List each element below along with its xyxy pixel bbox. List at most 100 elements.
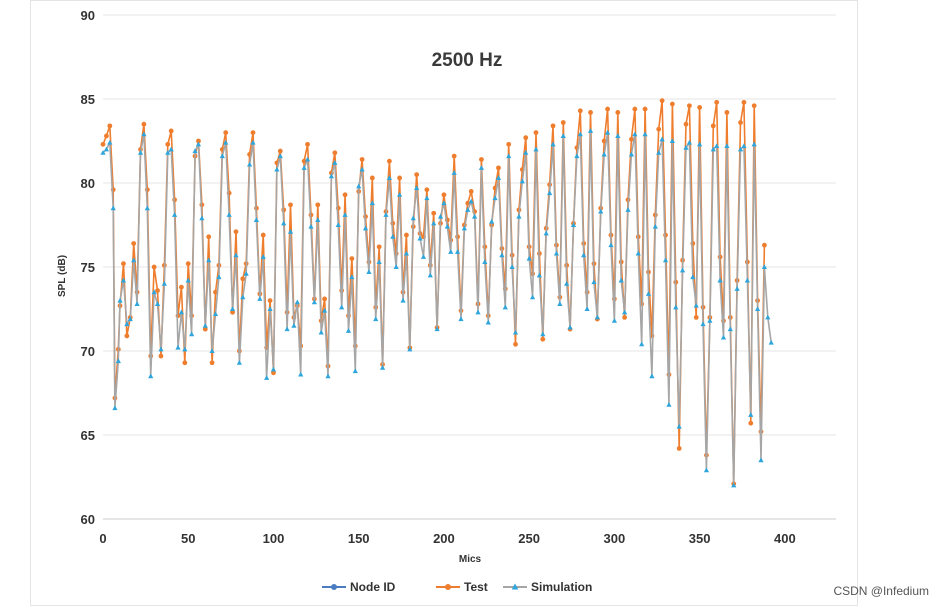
data-point <box>461 225 467 231</box>
data-point <box>179 284 184 290</box>
data-point <box>526 255 532 261</box>
data-point <box>100 149 106 155</box>
y-tick-label: 60 <box>81 512 95 527</box>
data-point <box>131 241 137 246</box>
data-point <box>523 135 529 141</box>
data-point <box>472 213 478 219</box>
data-point <box>506 141 512 147</box>
data-point <box>301 158 307 164</box>
data-point <box>417 235 423 241</box>
legend-label: Test <box>464 580 488 594</box>
data-point <box>506 153 512 159</box>
data-point <box>243 270 249 276</box>
data-point <box>543 230 549 236</box>
data-point <box>209 360 215 366</box>
data-point <box>662 257 669 263</box>
data-point <box>165 141 171 147</box>
data-point <box>533 130 539 136</box>
data-point <box>437 213 444 219</box>
data-point <box>673 304 679 310</box>
legend-item: Node ID <box>322 580 396 594</box>
data-point <box>683 144 689 150</box>
data-point <box>512 329 519 335</box>
data-point <box>751 141 757 147</box>
data-point <box>536 272 542 278</box>
data-point <box>615 133 621 138</box>
data-point <box>120 277 127 283</box>
data-point <box>223 139 229 145</box>
data-point <box>441 200 447 206</box>
data-point <box>581 252 587 258</box>
data-point <box>676 446 682 451</box>
data-point <box>386 175 392 180</box>
x-tick-label: 350 <box>689 531 711 546</box>
legend-label: Simulation <box>531 580 592 594</box>
data-point <box>267 306 273 311</box>
data-point <box>284 326 290 332</box>
data-point <box>270 366 277 372</box>
data-point <box>414 172 420 178</box>
data-point <box>741 143 747 149</box>
data-point <box>233 252 239 258</box>
y-tick-label: 65 <box>81 428 95 443</box>
data-point <box>124 321 130 327</box>
data-point <box>178 309 185 315</box>
data-point <box>264 375 270 380</box>
data-point <box>737 146 744 152</box>
data-point <box>714 143 720 149</box>
x-tick-label: 50 <box>181 531 195 546</box>
data-point <box>233 229 239 235</box>
data-point <box>587 128 594 133</box>
data-point <box>304 156 311 162</box>
data-point <box>615 110 621 115</box>
data-point <box>427 272 433 278</box>
data-point <box>127 316 133 322</box>
data-point <box>509 264 515 269</box>
data-point <box>567 324 573 330</box>
data-point <box>553 250 560 256</box>
data-point <box>349 256 355 261</box>
data-point <box>683 121 689 127</box>
data-point <box>724 110 730 115</box>
data-point <box>141 121 147 127</box>
data-point <box>379 365 386 370</box>
x-tick-label: 150 <box>348 531 370 546</box>
data-point <box>349 274 355 280</box>
data-point <box>342 212 348 217</box>
data-point <box>165 149 171 155</box>
data-point <box>489 218 495 224</box>
data-point <box>710 146 716 152</box>
data-point <box>468 198 474 204</box>
data-point <box>192 148 198 154</box>
data-point <box>754 306 761 311</box>
y-tick-label: 90 <box>81 8 95 23</box>
legend-label: Node ID <box>350 580 396 594</box>
data-point <box>690 274 696 280</box>
legend-marker <box>511 583 519 590</box>
data-point <box>359 157 365 162</box>
data-point <box>451 170 457 175</box>
legend-marker <box>445 584 451 590</box>
data-point <box>550 141 556 147</box>
data-point <box>748 420 754 426</box>
x-tick-label: 250 <box>518 531 540 546</box>
data-point <box>441 192 447 198</box>
data-point <box>574 153 580 159</box>
data-point <box>605 106 610 112</box>
data-point <box>117 297 123 303</box>
data-point <box>291 323 297 328</box>
data-point <box>768 339 774 345</box>
data-point <box>182 346 188 352</box>
series-line <box>102 130 772 487</box>
data-point <box>219 153 225 159</box>
data-point <box>540 331 546 337</box>
data-point <box>703 467 710 473</box>
data-point <box>516 213 522 219</box>
data-point <box>697 141 703 147</box>
data-point <box>236 359 242 365</box>
data-point <box>529 294 536 300</box>
data-point <box>540 336 546 342</box>
data-point <box>195 141 202 147</box>
data-point <box>570 222 577 227</box>
data-point <box>100 141 106 147</box>
